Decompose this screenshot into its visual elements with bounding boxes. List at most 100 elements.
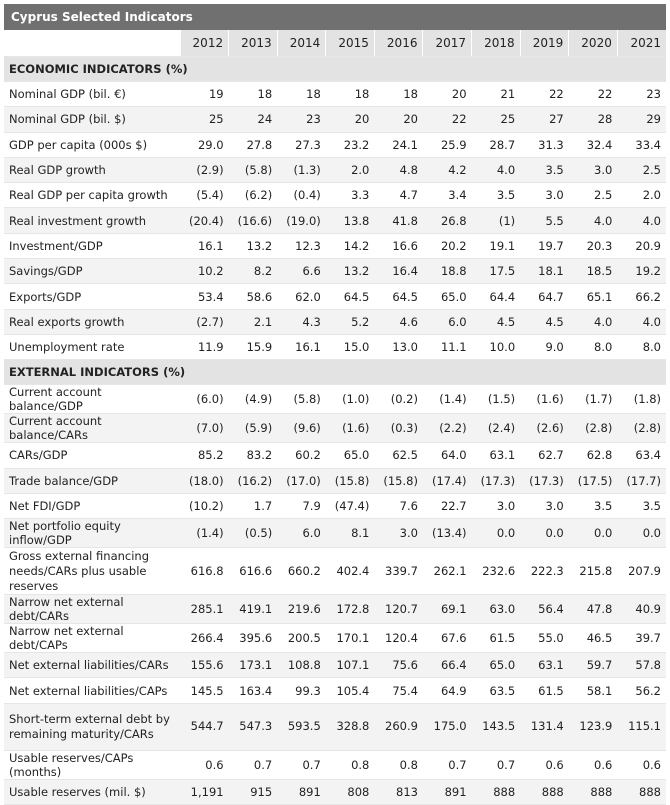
table-row: Nominal GDP (bil. $) 25 24 23 20 20 22 25 27 28 29 [4, 106, 666, 133]
value-cell: 27 [520, 106, 569, 133]
value-cell: 175.0 [422, 703, 472, 751]
value-cell: 20 [374, 106, 423, 133]
value-cell: 18 [374, 81, 423, 108]
value-cell: (5.4) [180, 182, 229, 209]
value-cell: 19.1 [471, 233, 521, 260]
value-cell: (9.6) [277, 413, 326, 444]
value-cell: 0.0 [568, 518, 618, 549]
table-row: Real exports growth (2.7) 2.1 4.3 5.2 4.6 6.0 4… [4, 309, 666, 335]
row-label: Narrow net external debt/CARs [4, 594, 180, 625]
value-cell: 14.2 [325, 233, 375, 260]
value-cell: 64.7 [520, 283, 569, 310]
section-header-row: ECONOMIC INDICATORS (%) [4, 56, 666, 82]
value-cell: (4.9) [228, 384, 278, 415]
value-cell: (2.8) [568, 413, 618, 444]
value-cell: 163.4 [228, 677, 278, 704]
value-cell: (2.4) [471, 413, 521, 444]
value-cell: 7.6 [374, 493, 423, 520]
value-cell: 8.0 [617, 334, 666, 361]
value-cell: 891 [277, 779, 326, 805]
value-cell: 83.2 [228, 442, 278, 469]
value-cell: 0.6 [617, 750, 666, 780]
value-cell: 6.6 [277, 258, 326, 285]
value-cell: 219.6 [277, 594, 326, 625]
value-cell: (0.3) [374, 413, 423, 444]
value-cell: 4.0 [568, 207, 618, 234]
value-cell: 3.0 [374, 518, 423, 549]
value-cell: (13.4) [422, 518, 472, 549]
value-cell: 2.5 [568, 182, 618, 209]
value-cell: 33.4 [617, 132, 666, 158]
row-label: Real investment growth [4, 207, 180, 234]
value-cell: 27.8 [228, 132, 278, 158]
value-cell: 58.1 [568, 677, 618, 704]
table-row: Unemployment rate 11.9 15.9 16.1 15.0 13.0 11.… [4, 334, 666, 361]
value-cell: 64.4 [471, 283, 521, 310]
value-cell: 20.9 [617, 233, 666, 260]
value-cell: 41.8 [374, 207, 423, 234]
value-cell: 170.1 [325, 623, 375, 654]
value-cell: 207.9 [617, 547, 666, 596]
value-cell: 20.3 [568, 233, 618, 260]
value-cell: 328.8 [325, 703, 375, 751]
value-cell: 27.3 [277, 132, 326, 158]
value-cell: 4.2 [422, 157, 472, 184]
table-row: Savings/GDP 10.2 8.2 6.6 13.2 16.4 18.8 17.5 18.… [4, 258, 666, 285]
value-cell: 18 [277, 81, 326, 108]
value-cell: 31.3 [520, 132, 569, 158]
value-cell: 22 [568, 81, 618, 108]
value-cell: 20.2 [422, 233, 472, 260]
value-cell: 4.5 [520, 309, 569, 335]
row-label: CARs/GDP [4, 442, 180, 469]
value-cell: 4.0 [568, 309, 618, 335]
year-header: 2014 [276, 30, 326, 57]
value-cell: 200.5 [277, 623, 326, 654]
value-cell: 4.7 [374, 182, 423, 209]
value-cell: 115.1 [617, 703, 666, 751]
value-cell: (2.2) [422, 413, 472, 444]
value-cell: (15.8) [325, 468, 375, 494]
value-cell: (1.0) [325, 384, 375, 415]
value-cell: 13.2 [325, 258, 375, 285]
value-cell: 16.1 [277, 334, 326, 361]
value-cell: 69.1 [422, 594, 472, 625]
value-cell: (20.4) [180, 207, 229, 234]
value-cell: 808 [325, 779, 375, 805]
value-cell: 4.0 [617, 207, 666, 234]
value-cell: 22 [520, 81, 569, 108]
year-header: 2020 [568, 30, 618, 57]
table-row: Short-term external debt by remaining ma… [4, 703, 666, 751]
value-cell: 26.8 [422, 207, 472, 234]
value-cell: 64.9 [422, 677, 472, 704]
value-cell: (19.0) [277, 207, 326, 234]
value-cell: 9.0 [520, 334, 569, 361]
value-cell: 232.6 [471, 547, 521, 596]
row-label: Net external liabilities/CAPs [4, 677, 180, 704]
value-cell: 402.4 [325, 547, 375, 596]
value-cell: 59.7 [568, 652, 618, 679]
value-cell: 0.0 [617, 518, 666, 549]
value-cell: 120.7 [374, 594, 423, 625]
value-cell: 108.8 [277, 652, 326, 679]
row-label: Current account balance/GDP [4, 384, 180, 415]
value-cell: (1.4) [180, 518, 229, 549]
value-cell: 62.0 [277, 283, 326, 310]
value-cell: 0.7 [228, 750, 278, 780]
value-cell: (1) [471, 207, 521, 234]
value-cell: 547.3 [228, 703, 278, 751]
value-cell: 46.5 [568, 623, 618, 654]
value-cell: 0.6 [520, 750, 569, 780]
value-cell: 3.5 [471, 182, 521, 209]
value-cell: 23 [617, 81, 666, 108]
value-cell: 1,191 [180, 779, 229, 805]
value-cell: 18.5 [568, 258, 618, 285]
value-cell: 16.1 [180, 233, 229, 260]
value-cell: 0.8 [374, 750, 423, 780]
value-cell: 419.1 [228, 594, 278, 625]
value-cell: (17.7) [617, 468, 666, 494]
table-row: Narrow net external debt/CAPs 266.4 395.6 2… [4, 623, 666, 654]
value-cell: (1.7) [568, 384, 618, 415]
value-cell: 10.0 [471, 334, 521, 361]
value-cell: 65.0 [471, 652, 521, 679]
table-title: Cyprus Selected Indicators [4, 4, 666, 30]
